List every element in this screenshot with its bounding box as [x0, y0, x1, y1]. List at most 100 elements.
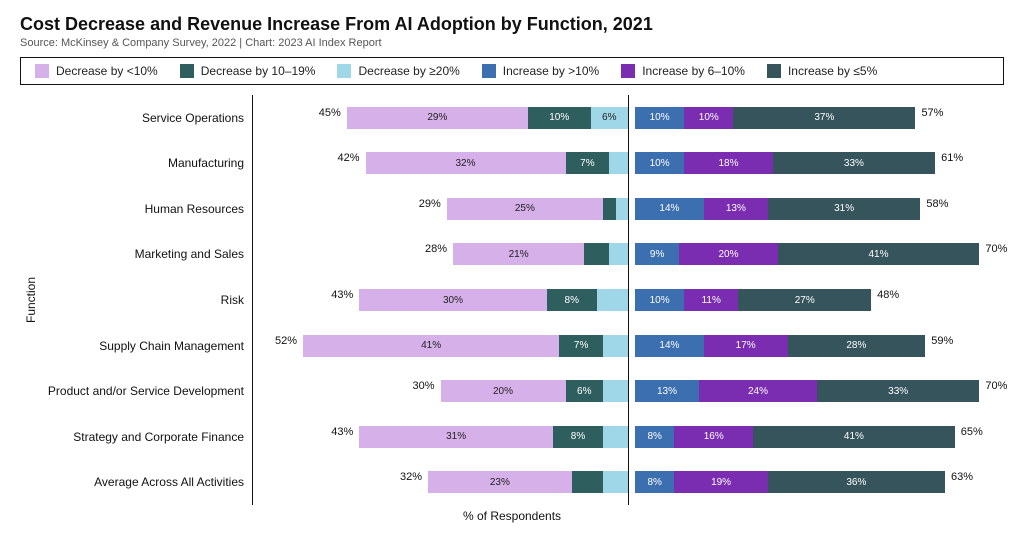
- cost-bar: 45%29%10%6%: [347, 107, 628, 129]
- bar-segment: 10%: [635, 152, 684, 174]
- bar-segment: [603, 335, 628, 357]
- bar-segment: 14%: [635, 335, 704, 357]
- revenue-bar: 48%10%11%27%: [635, 289, 871, 311]
- legend-label: Increase by >10%: [503, 64, 599, 78]
- bar-segment: [584, 243, 609, 265]
- bar-segment: 8%: [635, 471, 674, 493]
- legend-item: Increase by >10%: [482, 64, 599, 78]
- bar-segment: 13%: [635, 380, 699, 402]
- function-label: Manufacturing: [38, 141, 252, 187]
- bar-segment: 21%: [453, 243, 584, 265]
- legend-label: Increase by 6–10%: [642, 64, 745, 78]
- bar-total-label: 70%: [985, 380, 1007, 392]
- legend-item: Increase by 6–10%: [621, 64, 745, 78]
- bar-segment: [609, 152, 628, 174]
- plot: 45%29%10%6%42%32%7%29%25%28%21%43%30%8%5…: [253, 95, 1004, 505]
- bar-segment: 6%: [591, 107, 629, 129]
- bar-total-label: 58%: [926, 198, 948, 210]
- revenue-bar: 65%8%16%41%: [635, 426, 955, 448]
- legend-item: Decrease by <10%: [35, 64, 158, 78]
- legend-item: Decrease by 10–19%: [180, 64, 316, 78]
- bar-segment: 41%: [778, 243, 980, 265]
- bar-row: 43%30%8%: [253, 277, 628, 323]
- bar-segment: [597, 289, 628, 311]
- bar-total-label: 42%: [337, 152, 359, 164]
- bar-segment: 41%: [303, 335, 559, 357]
- bar-segment: 11%: [684, 289, 738, 311]
- bar-segment: 19%: [674, 471, 767, 493]
- bar-segment: [603, 426, 628, 448]
- function-label: Supply Chain Management: [38, 323, 252, 369]
- revenue-bar: 59%14%17%28%: [635, 335, 925, 357]
- bar-row: 57%10%10%37%: [629, 95, 1004, 141]
- function-label: Human Resources: [38, 186, 252, 232]
- function-label: Service Operations: [38, 95, 252, 141]
- bar-total-label: 63%: [951, 471, 973, 483]
- bar-segment: 29%: [347, 107, 528, 129]
- bar-total-label: 45%: [319, 107, 341, 119]
- bar-segment: 10%: [635, 107, 684, 129]
- cost-bar: 32%23%: [428, 471, 628, 493]
- chart-subtitle: Source: McKinsey & Company Survey, 2022 …: [20, 37, 1004, 49]
- bar-segment: 33%: [773, 152, 935, 174]
- bar-segment: 10%: [684, 107, 733, 129]
- bar-segment: 7%: [559, 335, 603, 357]
- function-label: Product and/or Service Development: [38, 368, 252, 414]
- bar-segment: 32%: [366, 152, 566, 174]
- bar-row: 59% 14%17%28%: [629, 323, 1004, 369]
- bar-row: 63%8%19%36%: [629, 460, 1004, 506]
- bar-row: 65%8%16%41%: [629, 414, 1004, 460]
- chart-title: Cost Decrease and Revenue Increase From …: [20, 14, 1004, 35]
- bar-segment: 10%: [635, 289, 684, 311]
- bar-segment: [603, 380, 628, 402]
- bar-total-label: 32%: [400, 471, 422, 483]
- bar-row: 70%9%20%41%: [629, 232, 1004, 278]
- legend-label: Decrease by 10–19%: [201, 64, 316, 78]
- bar-row: 30%20%6%: [253, 368, 628, 414]
- bar-segment: [572, 471, 603, 493]
- bar-row: 43%31%8%: [253, 414, 628, 460]
- legend-label: Decrease by ≥20%: [358, 64, 459, 78]
- bar-total-label: 57%: [921, 107, 943, 119]
- bar-segment: 9%: [635, 243, 679, 265]
- legend-swatch: [482, 64, 496, 78]
- bar-segment: 17%: [704, 335, 788, 357]
- bar-segment: 25%: [447, 198, 603, 220]
- bar-segment: 10%: [528, 107, 591, 129]
- bar-total-label: 43%: [331, 289, 353, 301]
- bar-row: 48%10%11%27%: [629, 277, 1004, 323]
- legend-swatch: [337, 64, 351, 78]
- legend-item: Increase by ≤5%: [767, 64, 877, 78]
- cost-bar: 29%25%: [447, 198, 628, 220]
- bar-segment: [603, 198, 616, 220]
- bar-segment: 16%: [674, 426, 753, 448]
- bar-segment: [609, 243, 628, 265]
- bar-segment: 8%: [547, 289, 597, 311]
- bar-segment: 20%: [441, 380, 566, 402]
- cost-decrease-half: 45%29%10%6%42%32%7%29%25%28%21%43%30%8%5…: [253, 95, 629, 505]
- bar-segment: 41%: [753, 426, 955, 448]
- legend-swatch: [621, 64, 635, 78]
- legend-label: Decrease by <10%: [56, 64, 158, 78]
- bar-row: 58%14%13%31%: [629, 186, 1004, 232]
- bar-total-label: 59%: [931, 335, 953, 347]
- bar-segment: 7%: [566, 152, 610, 174]
- bar-segment: 14%: [635, 198, 704, 220]
- bar-segment: 37%: [733, 107, 915, 129]
- cost-bar: 43%30%8%: [359, 289, 628, 311]
- bar-total-label: 61%: [941, 152, 963, 164]
- bar-total-label: 48%: [877, 289, 899, 301]
- bar-segment: 28%: [788, 335, 926, 357]
- bar-row: 61%10%18%33%: [629, 141, 1004, 187]
- function-label: Marketing and Sales: [38, 232, 252, 278]
- revenue-bar: 70%13%24%33%: [635, 380, 979, 402]
- bar-segment: 20%: [679, 243, 777, 265]
- bar-segment: 8%: [553, 426, 603, 448]
- revenue-bar: 70%9%20%41%: [635, 243, 979, 265]
- bar-segment: 31%: [768, 198, 921, 220]
- revenue-bar: 63%8%19%36%: [635, 471, 945, 493]
- cost-bar: 42%32%7%: [366, 152, 629, 174]
- revenue-increase-half: 57%10%10%37%61%10%18%33%58%14%13%31%70%9…: [629, 95, 1004, 505]
- legend-item: Decrease by ≥20%: [337, 64, 459, 78]
- bar-row: 42% 32%7%: [253, 141, 628, 187]
